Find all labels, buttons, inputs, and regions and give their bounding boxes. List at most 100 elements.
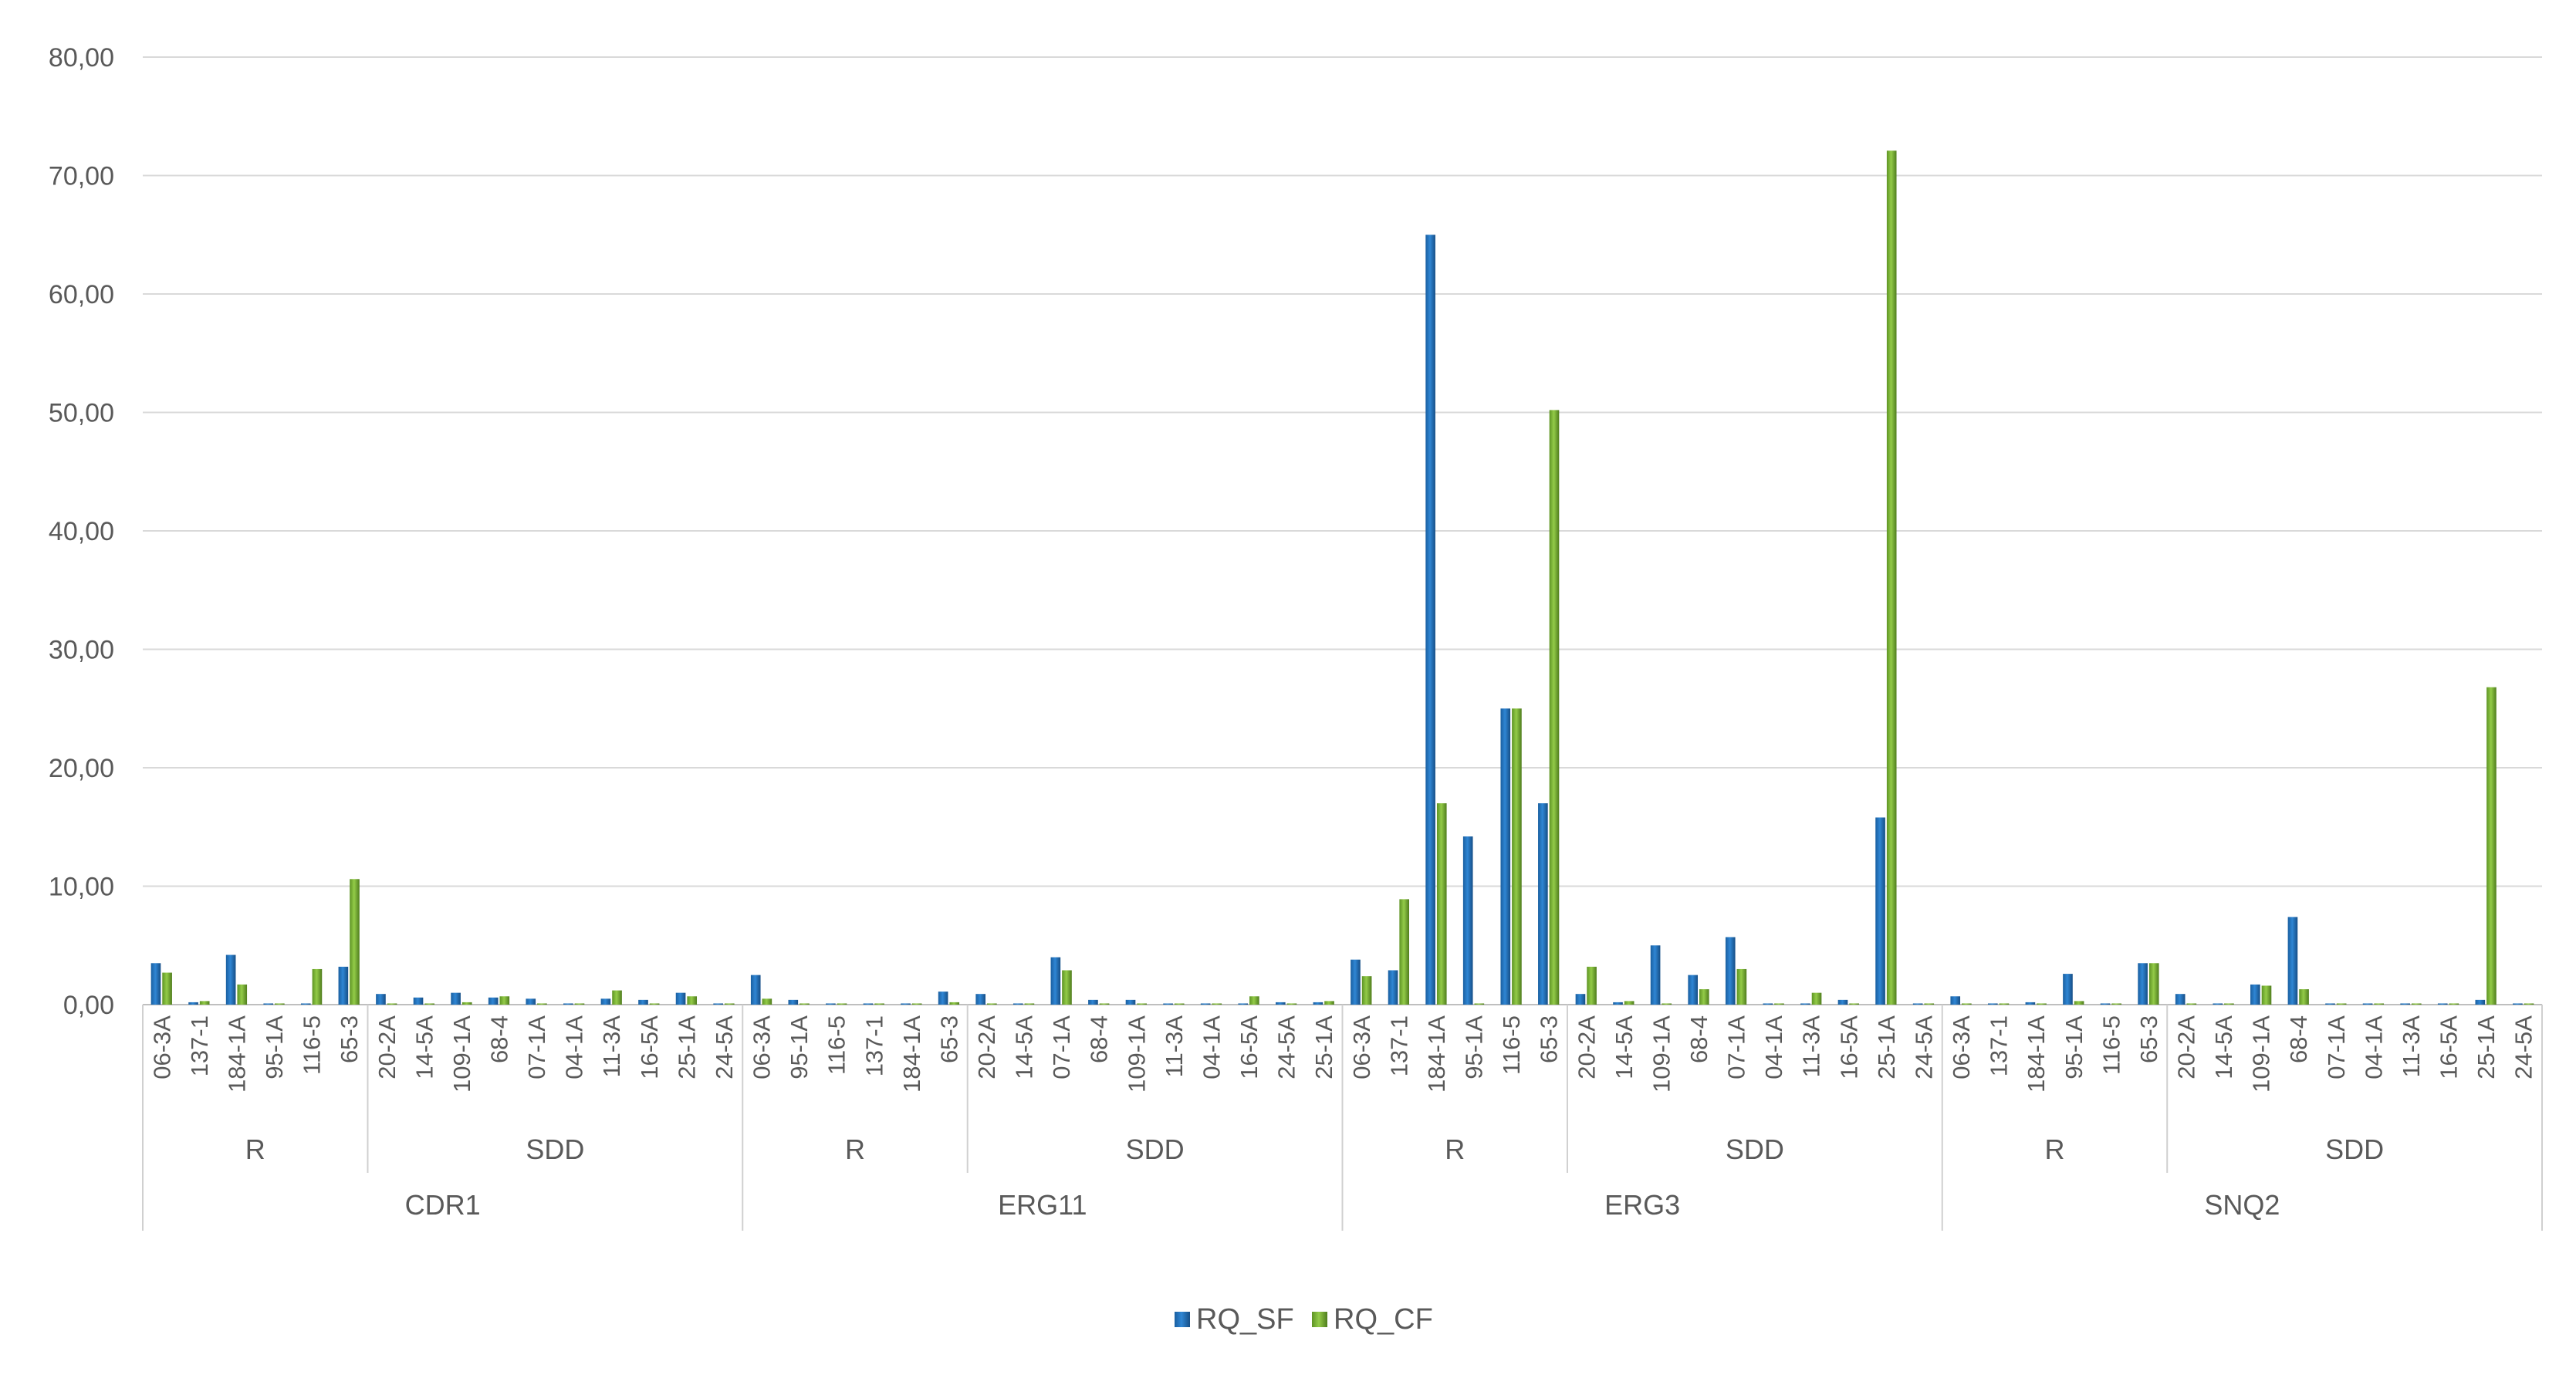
bar-rq-sf — [150, 963, 161, 1005]
bar-rq-sf — [225, 954, 236, 1005]
bar-rq-sf — [1351, 959, 1361, 1005]
bar-rq-sf — [1650, 945, 1661, 1005]
bar-rq-sf — [263, 1003, 274, 1005]
bar-rq-sf — [1238, 1003, 1249, 1005]
x-tick-label: 25-1A — [673, 1015, 700, 1079]
bar-rq-cf — [1174, 1003, 1185, 1005]
bar-rq-cf — [1699, 989, 1709, 1005]
x-tick-label: 95-1A — [1461, 1015, 1488, 1079]
bar-rq-cf — [911, 1003, 922, 1005]
x-tick-label: 116-5 — [1498, 1015, 1525, 1075]
bar-rq-sf — [188, 1002, 198, 1005]
x-tick-label: 25-1A — [1873, 1015, 1900, 1079]
bar-rq-sf — [1462, 836, 1473, 1005]
bar-rq-cf — [2224, 1003, 2234, 1005]
x-tick-label: 184-1A — [1423, 1015, 1450, 1093]
bar-rq-sf — [2362, 1003, 2373, 1005]
bar-rq-cf — [2524, 1003, 2534, 1005]
bar-rq-sf — [638, 999, 648, 1005]
bar-rq-cf — [1886, 150, 1897, 1005]
bar-rq-cf — [1024, 1003, 1035, 1005]
bar-rq-sf — [563, 1003, 573, 1005]
bar-rq-sf — [788, 999, 799, 1005]
x-tick-label: 95-1A — [2060, 1015, 2088, 1079]
bar-rq-sf — [938, 992, 948, 1005]
bar-rq-sf — [1688, 975, 1698, 1005]
x-tick-label: 184-1A — [898, 1015, 925, 1093]
x-tick-label: 24-5A — [711, 1015, 738, 1079]
bar-rq-sf — [488, 997, 499, 1005]
legend-swatch-rq-sf — [1175, 1312, 1190, 1327]
bar-rq-sf — [2100, 1003, 2111, 1005]
bar-rq-sf — [600, 998, 611, 1005]
bar-rq-cf — [1474, 1003, 1485, 1005]
gridlines — [143, 56, 2542, 1005]
bar-rq-cf — [275, 1003, 285, 1005]
bar-rq-sf — [1613, 1002, 1623, 1005]
bar-rq-sf — [2437, 1003, 2448, 1005]
y-tick-label: 10,00 — [49, 873, 114, 902]
bar-rq-cf — [949, 1002, 960, 1005]
bar-rq-cf — [1549, 410, 1560, 1005]
bar-rq-cf — [1212, 1003, 1222, 1005]
bar-rq-sf — [2475, 999, 2486, 1005]
bar-rq-cf — [724, 1003, 735, 1005]
y-tick-label: 0,00 — [63, 991, 114, 1020]
y-tick-label: 50,00 — [49, 399, 114, 428]
subgroup-label: R — [845, 1133, 865, 1165]
subgroup-label: SDD — [1726, 1133, 1784, 1165]
bar-rq-cf — [2411, 1003, 2422, 1005]
bar-rq-sf — [901, 1003, 911, 1005]
bar-rq-sf — [2400, 1003, 2410, 1005]
bar-rq-cf — [1137, 1003, 1147, 1005]
bar-rq-sf — [1575, 994, 1586, 1005]
bar-rq-sf — [1837, 999, 1848, 1005]
gene-label: SNQ2 — [2204, 1189, 2280, 1221]
bar-rq-cf — [1662, 1003, 1672, 1005]
bar-rq-cf — [424, 1003, 434, 1005]
bar-rq-cf — [1324, 1001, 1334, 1005]
x-tick-label: 07-1A — [1723, 1015, 1750, 1079]
bar-rq-cf — [461, 1002, 472, 1005]
subgroup-label: R — [2044, 1133, 2064, 1165]
x-tick-label: 65-3 — [1536, 1015, 1563, 1063]
bar-rq-cf — [2449, 1003, 2459, 1005]
x-tick-label: 04-1A — [1760, 1015, 1787, 1079]
x-tick-label: 24-5A — [1910, 1015, 1937, 1079]
x-tick-label: 65-3 — [935, 1015, 962, 1063]
bar-rq-sf — [1725, 937, 1736, 1005]
x-tick-label: 109-1A — [2248, 1015, 2275, 1093]
bar-rq-sf — [975, 994, 986, 1005]
bar-rq-sf — [1163, 1003, 1173, 1005]
x-tick-label: 16-5A — [636, 1015, 663, 1079]
bar-rq-cf — [687, 996, 698, 1005]
bar-rq-cf — [1286, 1003, 1297, 1005]
y-tick-label: 40,00 — [49, 517, 114, 546]
x-tick-label: 137-1 — [186, 1015, 213, 1076]
bar-rq-cf — [874, 1003, 884, 1005]
bar-rq-sf — [1875, 817, 1885, 1005]
bar-rq-sf — [1388, 970, 1398, 1005]
bar-rq-cf — [612, 990, 622, 1005]
bar-rq-cf — [1361, 976, 1372, 1005]
x-tick-label: 04-1A — [561, 1015, 588, 1079]
bars — [150, 150, 2534, 1005]
bar-rq-sf — [376, 994, 386, 1005]
y-tick-label: 70,00 — [49, 162, 114, 191]
bar-rq-cf — [2336, 1003, 2347, 1005]
bar-rq-cf — [1399, 899, 1409, 1005]
x-tick-label: 65-3 — [336, 1015, 363, 1063]
x-tick-label: 25-1A — [1310, 1015, 1337, 1079]
y-tick-label: 60,00 — [49, 280, 114, 309]
x-tick-label: 65-3 — [2135, 1015, 2162, 1063]
bar-rq-sf — [1200, 1003, 1211, 1005]
x-tick-label: 184-1A — [2023, 1015, 2050, 1093]
bar-rq-cf — [574, 1003, 585, 1005]
bar-rq-cf — [2186, 1003, 2197, 1005]
y-tick-label: 80,00 — [49, 43, 114, 73]
x-tick-label: 20-2A — [2173, 1015, 2200, 1079]
subgroup-label: SDD — [526, 1133, 584, 1165]
bar-rq-sf — [526, 998, 536, 1005]
y-tick-label: 30,00 — [49, 636, 114, 665]
